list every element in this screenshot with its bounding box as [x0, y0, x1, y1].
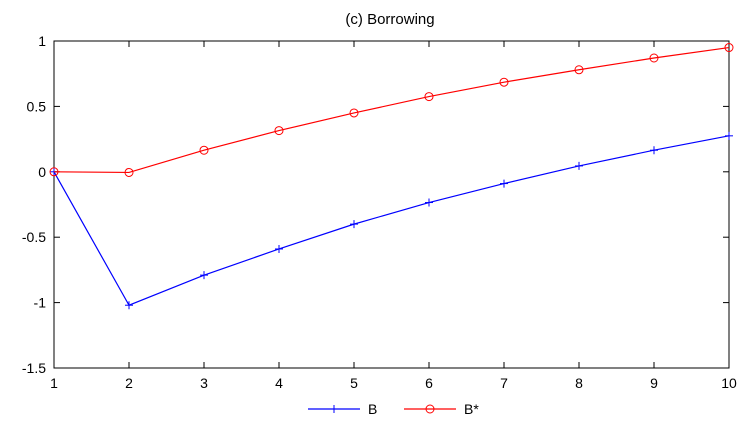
- x-tick-label: 5: [350, 375, 358, 391]
- x-tick-label: 10: [721, 375, 737, 391]
- circle-marker: [649, 53, 659, 63]
- y-tick-label: -1: [34, 295, 47, 311]
- axis-tick-labels: 1 2 3 4 5 6 7 8 9 10 -1.5 -1 -0.5 0 0.5 1: [22, 33, 737, 391]
- plus-marker: [330, 405, 338, 413]
- plus-marker: [725, 131, 733, 140]
- series-line: [53, 46, 730, 174]
- y-tick-label: -0.5: [22, 229, 46, 245]
- y-tick-label: 1: [38, 33, 46, 49]
- plot-area-frame: [53, 40, 730, 369]
- plus-marker: [125, 301, 133, 310]
- plus-marker: [425, 198, 433, 207]
- plus-marker: [500, 179, 508, 188]
- circle-marker: [424, 92, 434, 102]
- legend-label: B: [368, 401, 377, 417]
- series-line: [53, 135, 730, 306]
- series-b-star: [49, 43, 734, 177]
- legend-label: B*: [464, 401, 479, 417]
- circle-marker: [124, 167, 134, 177]
- y-tick-label: 0: [38, 164, 46, 180]
- plus-marker: [275, 244, 283, 253]
- circle-marker: [425, 404, 435, 414]
- series-b: [50, 131, 733, 310]
- chart-title: (c) Borrowing: [345, 11, 434, 28]
- series-layer: [49, 43, 734, 310]
- circle-marker: [574, 65, 584, 75]
- plus-marker: [650, 146, 658, 155]
- x-tick-label: 8: [575, 375, 583, 391]
- circle-marker: [349, 108, 359, 118]
- legend: B B*: [308, 401, 479, 417]
- plus-marker: [200, 271, 208, 280]
- x-tick-label: 1: [50, 375, 58, 391]
- plus-marker: [350, 220, 358, 229]
- circle-marker: [49, 167, 59, 177]
- legend-item: B: [308, 401, 377, 417]
- x-tick-label: 7: [500, 375, 508, 391]
- x-tick-label: 9: [650, 375, 658, 391]
- circle-marker: [499, 77, 509, 87]
- circle-marker: [199, 145, 209, 155]
- x-tick-label: 2: [125, 375, 133, 391]
- legend-item: B*: [404, 401, 479, 417]
- y-tick-label: -1.5: [22, 360, 46, 376]
- x-tick-label: 3: [200, 375, 208, 391]
- x-tick-label: 4: [275, 375, 283, 391]
- x-tick-label: 6: [425, 375, 433, 391]
- circle-marker: [724, 43, 734, 53]
- circle-marker: [274, 126, 284, 136]
- plus-marker: [575, 161, 583, 170]
- y-tick-label: 0.5: [27, 98, 47, 114]
- axis-ticks: [53, 40, 730, 369]
